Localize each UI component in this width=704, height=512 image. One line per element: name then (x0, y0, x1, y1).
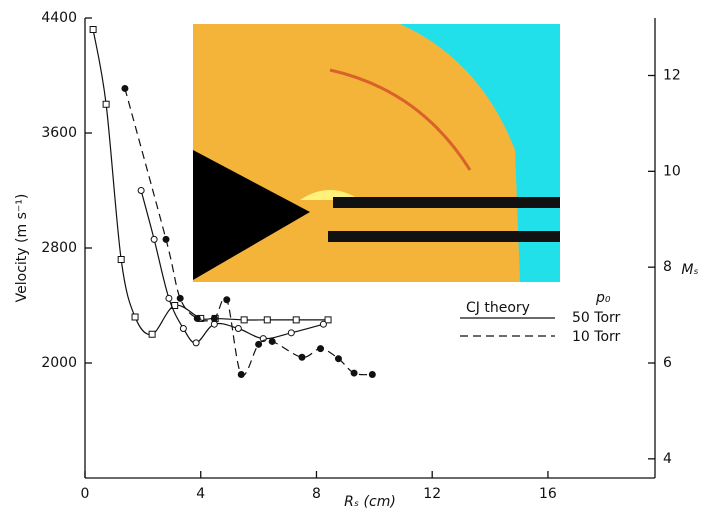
y2-axis-label: Mₛ (681, 262, 698, 278)
y2-tick-label: 4 (663, 451, 672, 467)
marker (324, 316, 332, 324)
y2-tick-label: 10 (663, 163, 681, 179)
x-tick-label: 12 (423, 486, 441, 502)
marker (263, 316, 271, 324)
y-axis-label: Velocity (m s⁻¹) (14, 194, 30, 303)
marker (176, 294, 184, 302)
photo-front (329, 68, 472, 171)
marker (131, 313, 139, 321)
photo-rod (328, 231, 560, 242)
x-tick-label: 8 (312, 486, 321, 502)
marker (137, 187, 145, 194)
y-tick-label: 2800 (41, 240, 77, 256)
photo-cone (193, 150, 310, 280)
series-line (140, 190, 324, 344)
marker (268, 337, 276, 345)
y2-tick-label: 12 (663, 68, 681, 84)
marker (150, 235, 158, 243)
x-tick-label: 16 (539, 486, 557, 502)
marker (255, 340, 263, 348)
y-tick-label: 4400 (41, 10, 77, 26)
x-tick-label: 4 (196, 486, 205, 502)
marker (350, 369, 358, 377)
marker (319, 320, 327, 328)
x-axis-label: Rₛ (cm) (344, 494, 396, 510)
marker (193, 314, 201, 322)
marker (234, 325, 242, 332)
marker (298, 353, 306, 361)
y2-tick-label: 6 (663, 355, 672, 371)
marker (162, 235, 170, 243)
y-tick-label: 2000 (41, 355, 77, 371)
marker (368, 371, 376, 378)
legend-entry: 50 Torr (572, 310, 621, 326)
marker (121, 84, 129, 92)
marker (102, 100, 110, 108)
marker (165, 294, 173, 302)
marker (240, 316, 248, 324)
marker (334, 355, 342, 363)
marker (210, 320, 218, 328)
x-tick-label: 0 (81, 486, 90, 502)
marker (117, 256, 125, 263)
marker (179, 325, 187, 332)
marker (148, 330, 156, 338)
marker (317, 345, 325, 353)
marker (237, 371, 245, 378)
legend-entry: 10 Torr (572, 329, 621, 345)
y2-tick-label: 8 (663, 259, 672, 275)
photo-rod (333, 197, 560, 208)
inset-photo (193, 24, 560, 282)
legend-label: CJ theory (466, 300, 530, 316)
marker (89, 26, 97, 33)
marker (292, 316, 300, 324)
legend-title: p₀ (595, 290, 611, 306)
marker (287, 329, 295, 337)
marker (192, 339, 200, 347)
marker (223, 296, 231, 304)
y-tick-label: 3600 (41, 125, 77, 141)
marker (210, 314, 218, 322)
